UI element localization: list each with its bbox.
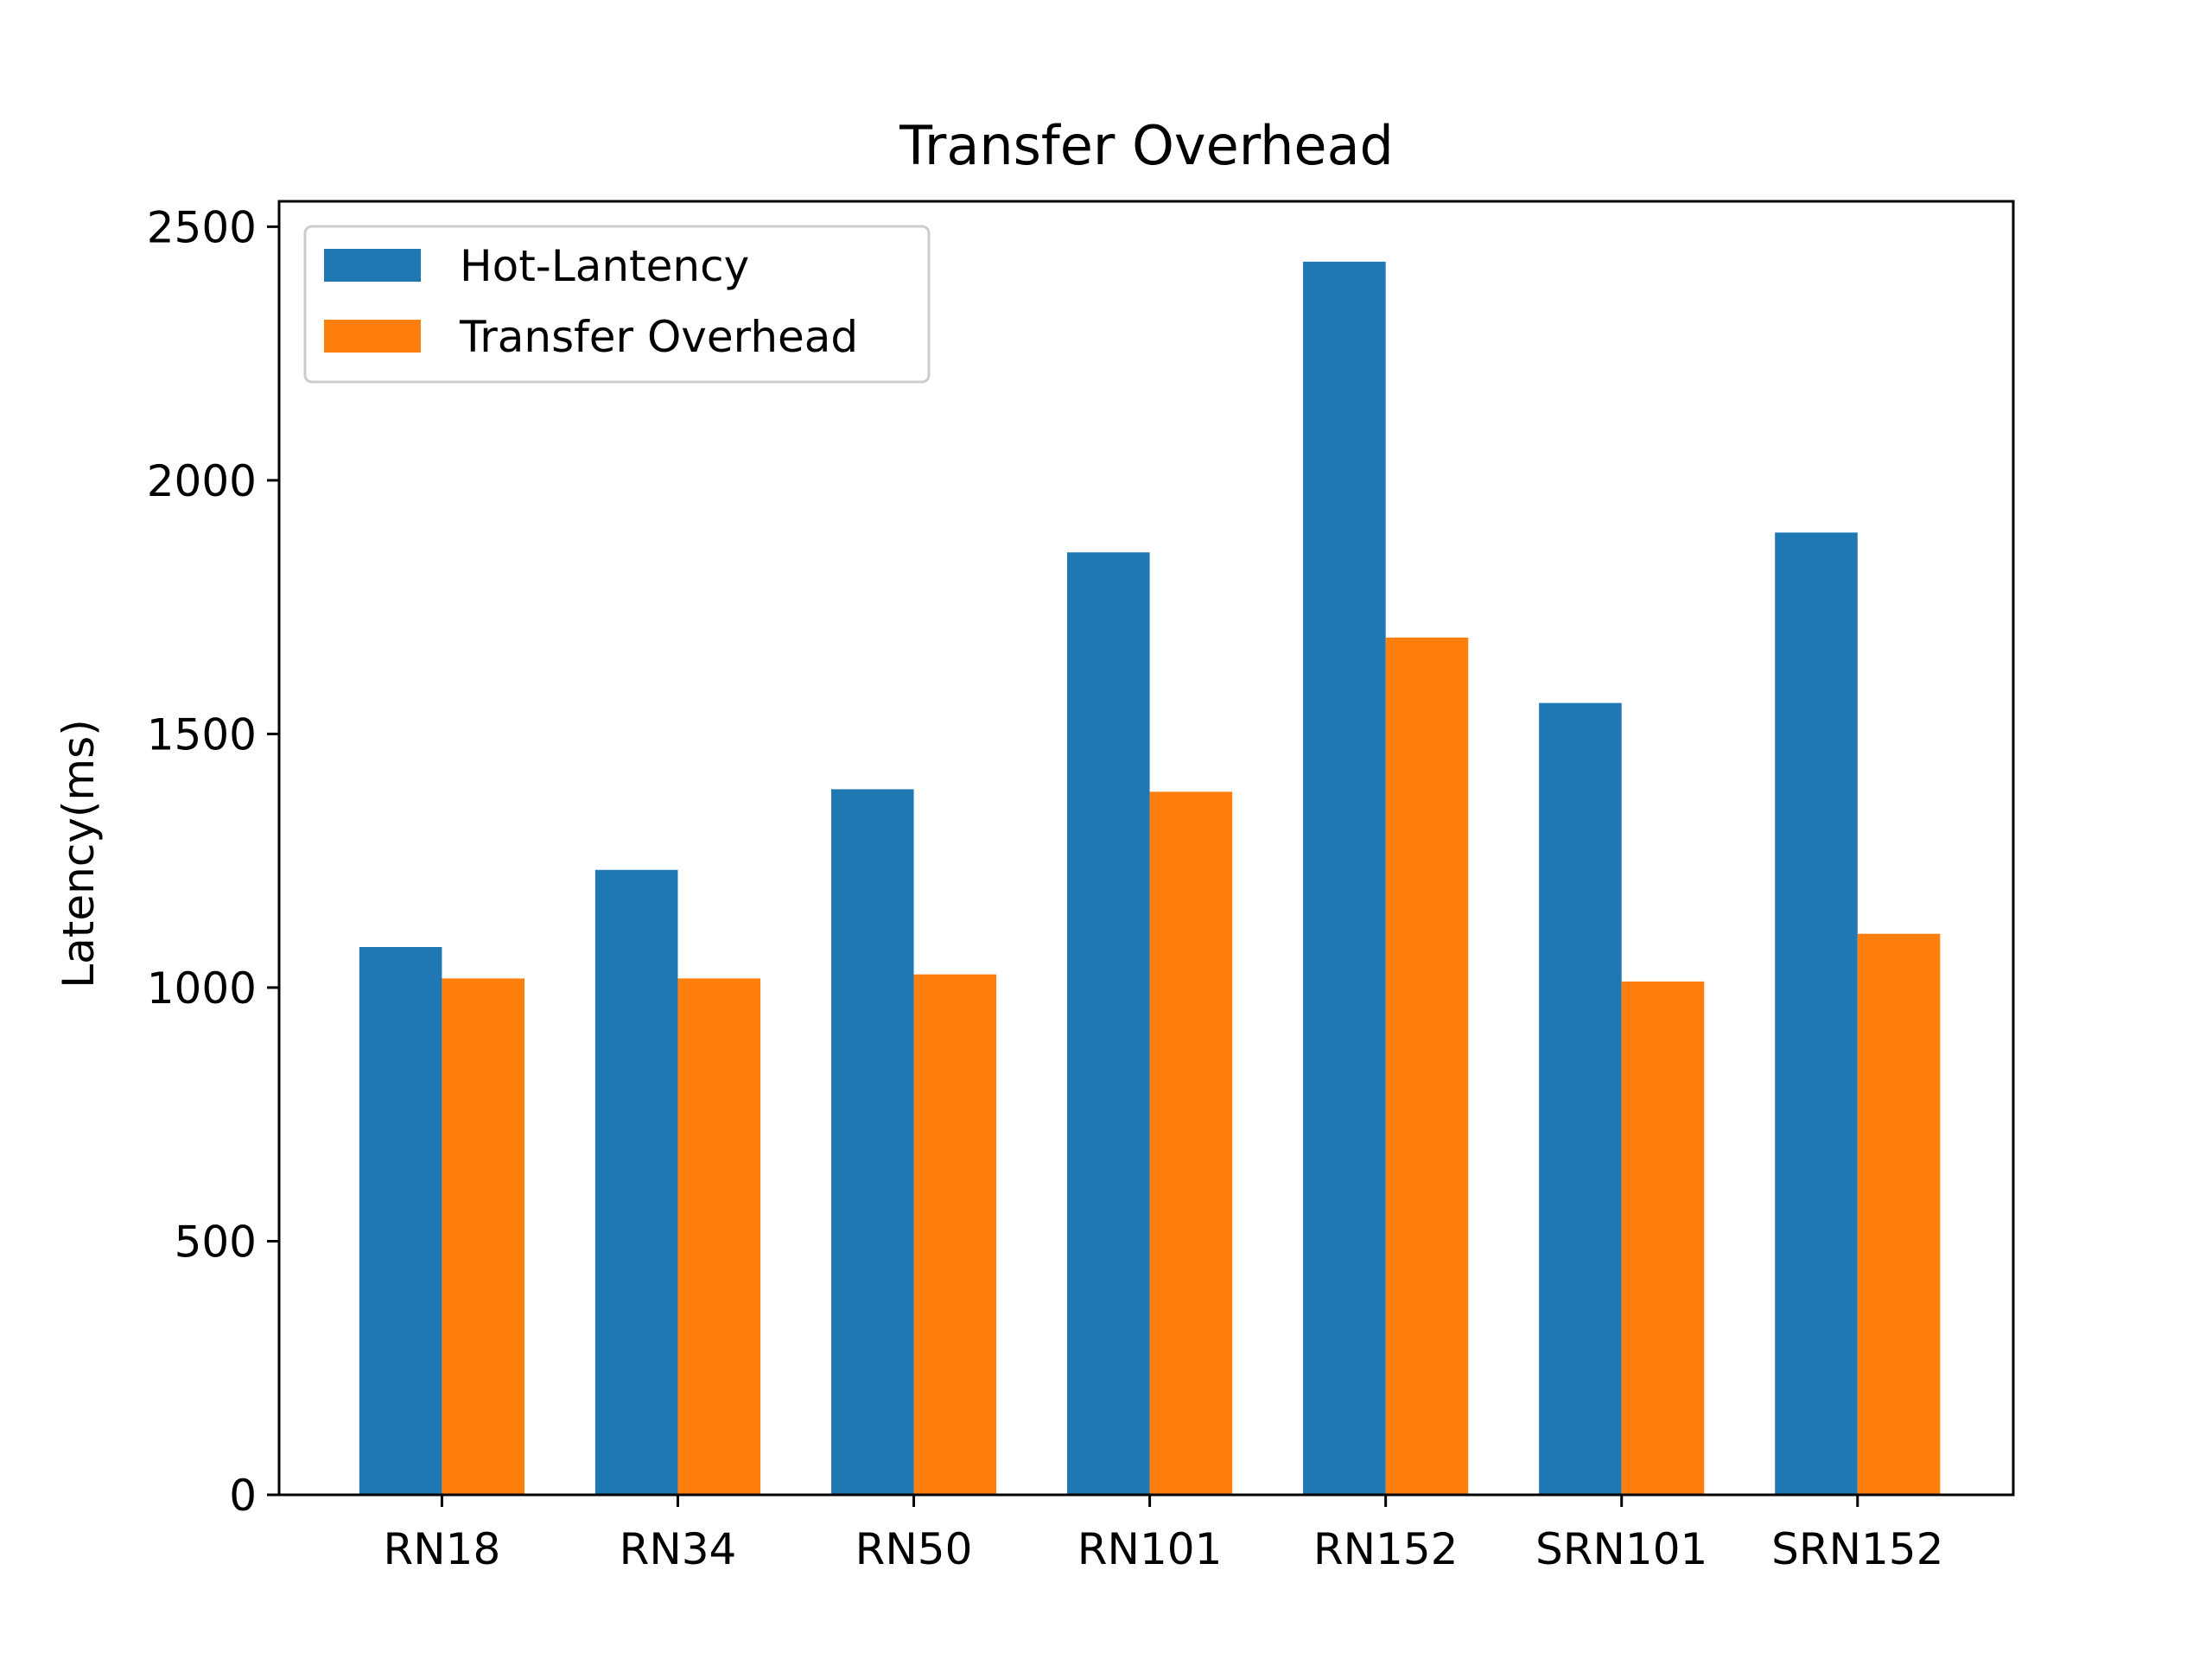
- bar-transfer-overhead-srn152: [1857, 933, 1941, 1495]
- bar-transfer-overhead-rn34: [677, 978, 761, 1495]
- legend-swatch-transfer-overhead: [324, 320, 421, 353]
- legend-swatch-hot-latency: [324, 249, 421, 282]
- bar-hot-latency-rn101: [1067, 552, 1150, 1496]
- bar-hot-latency-rn152: [1303, 261, 1386, 1495]
- legend-label-transfer-overhead: Transfer Overhead: [459, 312, 858, 362]
- bar-hot-latency-rn34: [594, 869, 678, 1495]
- x-tick-label-srn152: SRN152: [1771, 1524, 1943, 1574]
- chart-title: Transfer Overhead: [899, 114, 1394, 177]
- x-tick-label-rn50: RN50: [855, 1524, 973, 1574]
- y-tick-label-0: 0: [229, 1471, 257, 1521]
- legend-frame: [303, 225, 931, 384]
- bar-transfer-overhead-rn18: [442, 978, 524, 1495]
- bar-hot-latency-srn152: [1775, 532, 1858, 1496]
- x-tick-label-rn18: RN18: [384, 1524, 501, 1574]
- y-tick-label-1500: 1500: [147, 709, 257, 760]
- axes-layer: 0 500 1000 1500 2000 2500 RN18 RN34 RN50 RN101 RN1…: [147, 200, 2015, 1574]
- y-tick-label-1000: 1000: [147, 963, 257, 1014]
- bar-transfer-overhead-rn152: [1385, 637, 1469, 1495]
- x-tick-label-rn34: RN34: [620, 1524, 737, 1574]
- bars-layer: [359, 261, 1941, 1496]
- y-axis-label: Latency(ms): [54, 719, 104, 988]
- legend-label-hot-latency: Hot-Lantency: [460, 241, 749, 291]
- legend: Hot-Lantency Transfer Overhead: [303, 225, 931, 384]
- bar-transfer-overhead-srn101: [1621, 981, 1705, 1495]
- x-tick-label-rn152: RN152: [1313, 1524, 1459, 1574]
- bar-transfer-overhead-rn101: [1149, 791, 1233, 1495]
- bar-hot-latency-rn50: [830, 789, 914, 1495]
- bar-hot-latency-rn18: [359, 946, 442, 1495]
- y-tick-label-2500: 2500: [147, 202, 257, 252]
- bar-hot-latency-srn101: [1539, 702, 1622, 1495]
- plot-frame: [277, 200, 2015, 1497]
- y-tick-label-500: 500: [175, 1217, 257, 1267]
- bar-transfer-overhead-rn50: [913, 974, 997, 1495]
- x-tick-label-rn101: RN101: [1077, 1524, 1223, 1574]
- x-tick-label-srn101: SRN101: [1535, 1524, 1707, 1574]
- y-tick-label-2000: 2000: [147, 456, 257, 506]
